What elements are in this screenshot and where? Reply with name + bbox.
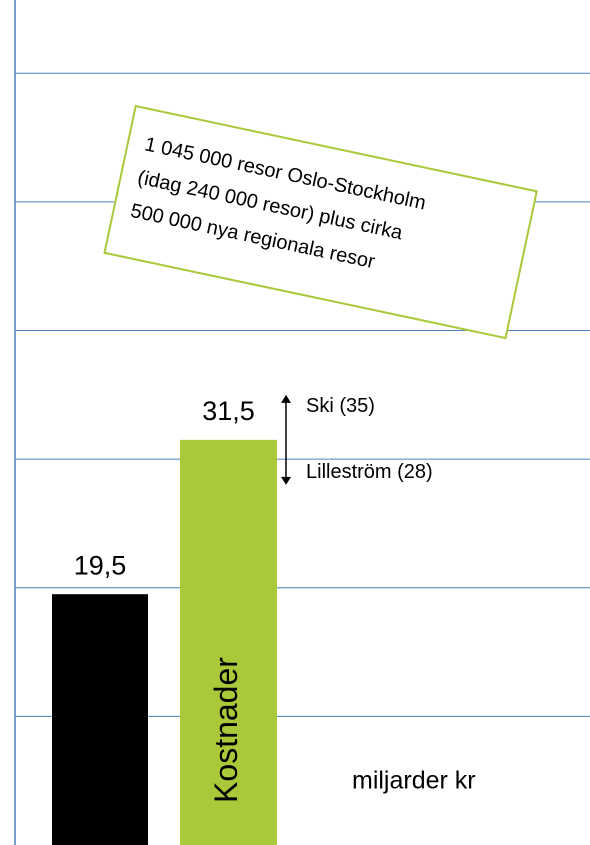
range-label: Ski (35) [306, 395, 375, 417]
arrow-head [281, 476, 291, 485]
arrow-head [281, 394, 291, 403]
annotation-box [103, 104, 538, 340]
range-label: Lilleström (28) [306, 461, 433, 483]
bar [180, 439, 277, 845]
value-label: 31,5 [202, 396, 255, 426]
bar [52, 594, 148, 845]
category-label: Kostnader [208, 657, 244, 803]
annotation: 1 045 000 resor Oslo-Stockholm(idag 240 … [103, 104, 538, 340]
value-label: 19,5 [74, 550, 127, 580]
unit-label: miljarder kr [352, 767, 476, 795]
category-label: Nyttor [79, 687, 115, 773]
